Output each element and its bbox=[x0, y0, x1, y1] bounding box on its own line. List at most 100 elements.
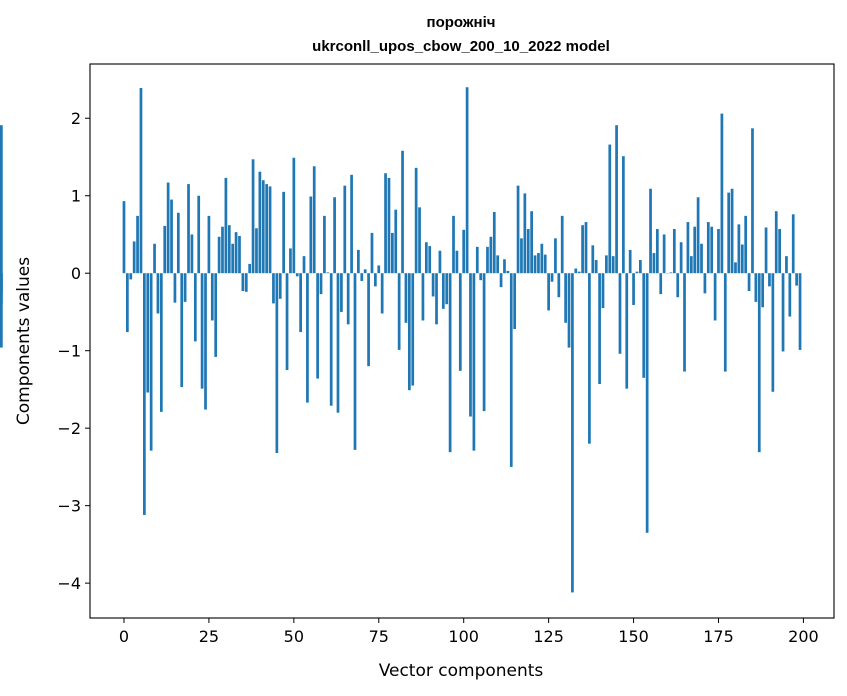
bar-129 bbox=[560, 215, 564, 274]
bar-26 bbox=[210, 273, 214, 321]
y-tick-label: −3 bbox=[57, 497, 81, 516]
bar-15 bbox=[173, 273, 177, 303]
bar-167 bbox=[689, 256, 693, 274]
bar-193 bbox=[778, 229, 781, 274]
bar-19 bbox=[187, 184, 190, 274]
bar-73 bbox=[370, 232, 374, 274]
y-tick-label: 1 bbox=[71, 187, 81, 206]
x-tick-label: 25 bbox=[199, 627, 219, 646]
bar-30 bbox=[224, 177, 228, 274]
bar-6 bbox=[143, 273, 146, 515]
bar-156 bbox=[652, 253, 656, 274]
bar-9 bbox=[153, 243, 156, 274]
bar-139 bbox=[594, 260, 598, 274]
bar-67 bbox=[350, 174, 353, 274]
bar-87 bbox=[418, 207, 421, 274]
bar-159 bbox=[662, 234, 666, 274]
bar-92 bbox=[435, 273, 438, 325]
bar-138 bbox=[591, 245, 595, 274]
bar-undefined bbox=[0, 273, 3, 304]
bar-11 bbox=[159, 273, 163, 412]
bar-137 bbox=[588, 273, 591, 444]
bar-85 bbox=[411, 273, 415, 386]
bar-88 bbox=[421, 273, 425, 321]
bar-103 bbox=[472, 273, 476, 451]
bar-133 bbox=[574, 268, 578, 274]
bar-43 bbox=[268, 186, 272, 274]
bar-130 bbox=[564, 273, 567, 323]
bar-187 bbox=[757, 273, 761, 453]
bar-115 bbox=[513, 273, 517, 329]
bar-undefined bbox=[0, 273, 3, 348]
bar-53 bbox=[302, 256, 306, 274]
bar-22 bbox=[197, 195, 201, 274]
plot-frame bbox=[89, 63, 835, 619]
bar-124 bbox=[543, 254, 547, 274]
bar-82 bbox=[401, 150, 404, 274]
bar-66 bbox=[346, 273, 350, 325]
bar-70 bbox=[360, 273, 364, 281]
bar-118 bbox=[523, 193, 527, 274]
bar-188 bbox=[761, 273, 765, 308]
bar-189 bbox=[764, 227, 768, 274]
bar-42 bbox=[265, 184, 269, 274]
bar-23 bbox=[200, 273, 204, 389]
y-axis-label: Components values bbox=[14, 257, 34, 425]
bars-group bbox=[0, 87, 802, 593]
bar-29 bbox=[221, 226, 224, 274]
bar-84 bbox=[407, 273, 411, 391]
x-tick-label: 175 bbox=[703, 627, 734, 646]
bar-14 bbox=[170, 199, 173, 274]
x-tick-label: 0 bbox=[119, 627, 129, 646]
y-tick-label: 2 bbox=[71, 109, 81, 128]
bar-55 bbox=[309, 196, 313, 274]
bar-60 bbox=[326, 272, 330, 274]
bar-21 bbox=[193, 273, 197, 342]
bar-104 bbox=[475, 246, 479, 274]
bar-149 bbox=[628, 249, 632, 274]
bar-195 bbox=[785, 256, 788, 274]
bar-197 bbox=[791, 214, 795, 274]
bar-179 bbox=[730, 188, 734, 274]
bar-35 bbox=[241, 273, 245, 292]
bar-162 bbox=[672, 229, 676, 274]
bar-178 bbox=[727, 192, 731, 274]
bar-10 bbox=[156, 273, 160, 314]
bar-8 bbox=[149, 273, 153, 451]
bar-49 bbox=[289, 248, 292, 274]
bar-4 bbox=[136, 215, 139, 274]
bar-64 bbox=[340, 273, 343, 312]
bar-71 bbox=[363, 269, 367, 274]
x-axis-label: Vector components bbox=[379, 661, 544, 681]
x-tick-label: 125 bbox=[533, 627, 564, 646]
bar-164 bbox=[679, 242, 683, 274]
bar-72 bbox=[367, 273, 370, 367]
bar-184 bbox=[747, 273, 751, 292]
bar-106 bbox=[482, 273, 486, 412]
bar-56 bbox=[312, 166, 316, 274]
bar-37 bbox=[248, 263, 252, 274]
bar-119 bbox=[526, 229, 530, 274]
bar-144 bbox=[611, 256, 615, 274]
bar-170 bbox=[700, 243, 703, 274]
bar-28 bbox=[217, 236, 221, 274]
bar-36 bbox=[244, 273, 248, 292]
bar-148 bbox=[625, 273, 629, 389]
bar-116 bbox=[516, 185, 520, 274]
bar-152 bbox=[639, 260, 642, 274]
bar-141 bbox=[601, 273, 605, 309]
bar-54 bbox=[306, 273, 309, 403]
bar-131 bbox=[567, 273, 571, 348]
bar-50 bbox=[292, 157, 296, 274]
bar-17 bbox=[180, 273, 184, 388]
bar-112 bbox=[503, 259, 506, 274]
x-tick-label: 100 bbox=[448, 627, 479, 646]
bar-52 bbox=[299, 273, 302, 333]
bar-117 bbox=[520, 238, 523, 274]
x-tick-label: 200 bbox=[788, 627, 819, 646]
bar-183 bbox=[744, 215, 748, 274]
bar-99 bbox=[458, 273, 462, 371]
bar-177 bbox=[723, 273, 727, 372]
bar-39 bbox=[255, 228, 258, 274]
bar-176 bbox=[720, 113, 724, 274]
